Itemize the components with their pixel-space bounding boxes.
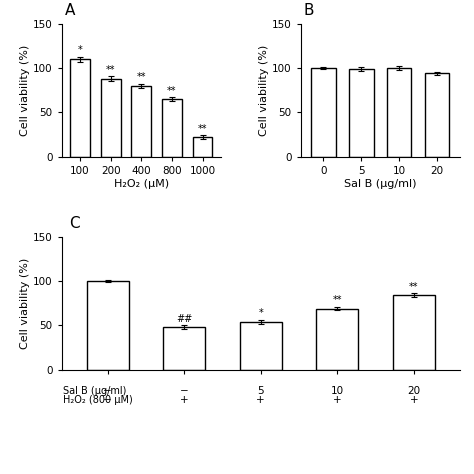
X-axis label: H₂O₂ (μM): H₂O₂ (μM)	[114, 179, 169, 189]
Bar	[192, 137, 212, 157]
Bar	[131, 86, 151, 157]
Text: *: *	[258, 308, 263, 318]
Bar	[162, 99, 182, 157]
Text: **: **	[409, 282, 419, 292]
Bar	[100, 79, 120, 157]
Text: **: **	[198, 124, 207, 134]
Text: **: **	[106, 65, 115, 75]
Text: ##: ##	[176, 314, 192, 324]
Text: 20: 20	[407, 386, 420, 396]
Bar	[316, 309, 358, 370]
Text: **: **	[333, 295, 342, 305]
Text: B: B	[304, 3, 314, 18]
Y-axis label: Cell viability (%): Cell viability (%)	[20, 257, 30, 349]
Text: −: −	[180, 386, 189, 396]
Y-axis label: Cell viability (%): Cell viability (%)	[20, 45, 30, 136]
Bar	[393, 295, 435, 370]
Text: H₂O₂ (800 μM): H₂O₂ (800 μM)	[63, 394, 133, 405]
Text: −: −	[103, 386, 112, 396]
Bar	[70, 59, 90, 157]
Bar	[349, 69, 374, 157]
Text: −: −	[103, 394, 112, 405]
Text: C: C	[70, 216, 80, 231]
Bar	[240, 322, 282, 370]
X-axis label: Sal B (μg/ml): Sal B (μg/ml)	[344, 179, 416, 189]
Text: +: +	[180, 394, 189, 405]
Text: +: +	[333, 394, 342, 405]
Text: Sal B (μg/ml): Sal B (μg/ml)	[63, 386, 127, 396]
Bar	[86, 281, 128, 370]
Text: 10: 10	[331, 386, 344, 396]
Text: A: A	[65, 3, 75, 18]
Bar	[425, 73, 449, 157]
Text: *: *	[78, 45, 82, 55]
Bar	[163, 327, 205, 370]
Bar	[387, 68, 411, 157]
Text: +: +	[256, 394, 265, 405]
Text: **: **	[167, 86, 177, 96]
Y-axis label: Cell viability (%): Cell viability (%)	[259, 45, 269, 136]
Text: 5: 5	[257, 386, 264, 396]
Text: +: +	[410, 394, 418, 405]
Bar	[311, 68, 336, 157]
Text: **: **	[137, 72, 146, 82]
